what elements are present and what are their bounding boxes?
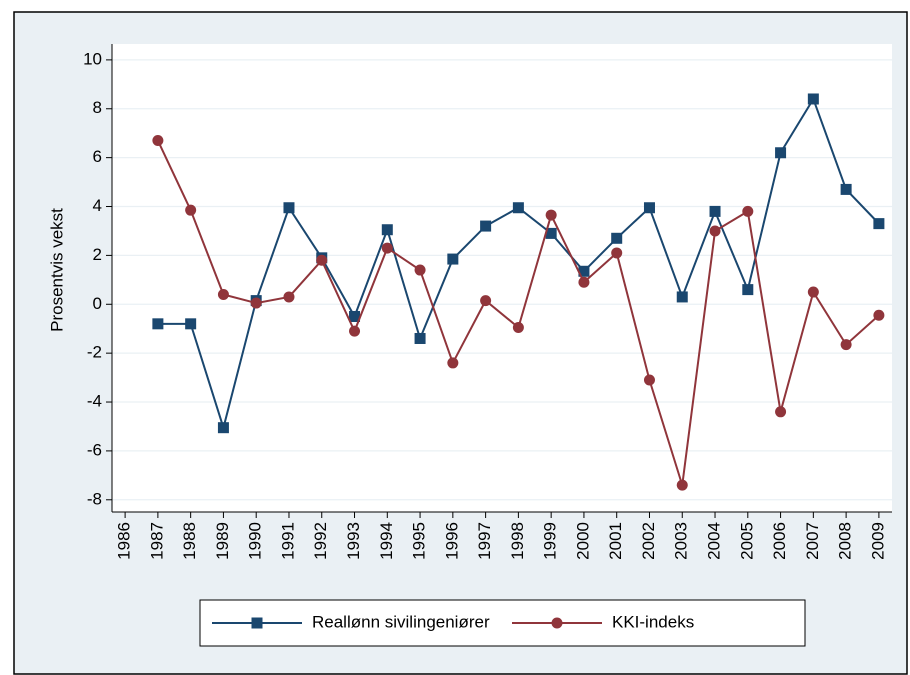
- data-point: [676, 291, 688, 303]
- data-point: [873, 309, 885, 321]
- data-point: [807, 93, 819, 105]
- y-tick-label: -6: [87, 440, 102, 459]
- data-point: [709, 205, 721, 217]
- x-tick-label: 1995: [410, 522, 429, 560]
- data-point: [873, 218, 885, 230]
- legend-marker: [551, 617, 563, 629]
- data-point: [512, 202, 524, 214]
- x-tick-label: 2007: [803, 522, 822, 560]
- x-tick-label: 2008: [836, 522, 855, 560]
- x-tick-label: 2005: [737, 522, 756, 560]
- data-point: [447, 253, 459, 265]
- x-tick-label: 2001: [606, 522, 625, 560]
- data-point: [611, 232, 623, 244]
- y-tick-label: 4: [93, 196, 102, 215]
- data-point: [152, 135, 164, 147]
- x-tick-label: 1994: [377, 522, 396, 560]
- data-point: [643, 374, 655, 386]
- data-point: [414, 264, 426, 276]
- data-point: [578, 265, 590, 277]
- y-tick-label: 8: [93, 98, 102, 117]
- plot-area: [112, 44, 892, 512]
- x-tick-label: 1999: [541, 522, 560, 560]
- x-tick-label: 1990: [246, 522, 265, 560]
- x-tick-label: 2000: [573, 522, 592, 560]
- x-tick-label: 2003: [672, 522, 691, 560]
- x-tick-label: 2002: [639, 522, 658, 560]
- x-tick-label: 2004: [705, 522, 724, 560]
- x-tick-label: 1992: [311, 522, 330, 560]
- y-tick-label: 6: [93, 147, 102, 166]
- x-tick-label: 1993: [344, 522, 363, 560]
- y-tick-label: -2: [87, 343, 102, 362]
- data-point: [840, 339, 852, 351]
- data-point: [807, 286, 819, 298]
- data-point: [349, 325, 361, 337]
- data-point: [447, 357, 459, 369]
- y-tick-label: 10: [83, 49, 102, 68]
- data-point: [611, 247, 623, 259]
- data-point: [742, 284, 754, 296]
- x-tick-label: 1997: [475, 522, 494, 560]
- data-point: [185, 204, 197, 216]
- data-point: [250, 297, 262, 309]
- data-point: [316, 254, 328, 266]
- data-point: [217, 422, 229, 434]
- data-point: [381, 242, 393, 254]
- data-point: [480, 295, 492, 307]
- data-point: [349, 310, 361, 322]
- data-point: [512, 321, 524, 333]
- data-point: [775, 147, 787, 159]
- y-tick-label: 2: [93, 245, 102, 264]
- y-tick-label: -4: [87, 392, 102, 411]
- data-point: [414, 332, 426, 344]
- x-tick-label: 2009: [868, 522, 887, 560]
- data-point: [283, 291, 295, 303]
- data-point: [709, 225, 721, 237]
- x-tick-label: 1988: [180, 522, 199, 560]
- legend-label: KKI-indeks: [612, 612, 694, 631]
- data-point: [152, 318, 164, 330]
- data-point: [545, 209, 557, 221]
- data-point: [185, 318, 197, 330]
- data-point: [643, 202, 655, 214]
- x-tick-label: 1996: [442, 522, 461, 560]
- legend-label: Reallønn sivilingeniører: [312, 612, 490, 631]
- data-point: [217, 288, 229, 300]
- data-point: [381, 224, 393, 236]
- data-point: [545, 227, 557, 239]
- x-tick-label: 1998: [508, 522, 527, 560]
- y-tick-label: -8: [87, 489, 102, 508]
- data-point: [480, 220, 492, 232]
- data-point: [283, 202, 295, 214]
- data-point: [742, 205, 754, 217]
- y-axis-label: Prosentvis vekst: [47, 208, 66, 332]
- x-tick-label: 1989: [213, 522, 232, 560]
- data-point: [676, 479, 688, 491]
- x-tick-label: 1986: [115, 522, 134, 560]
- data-point: [775, 406, 787, 418]
- x-tick-label: 2006: [770, 522, 789, 560]
- x-tick-label: 1991: [278, 522, 297, 560]
- data-point: [578, 276, 590, 288]
- y-tick-label: 0: [93, 294, 102, 313]
- legend-marker: [251, 617, 263, 629]
- data-point: [840, 183, 852, 195]
- x-tick-label: 1987: [147, 522, 166, 560]
